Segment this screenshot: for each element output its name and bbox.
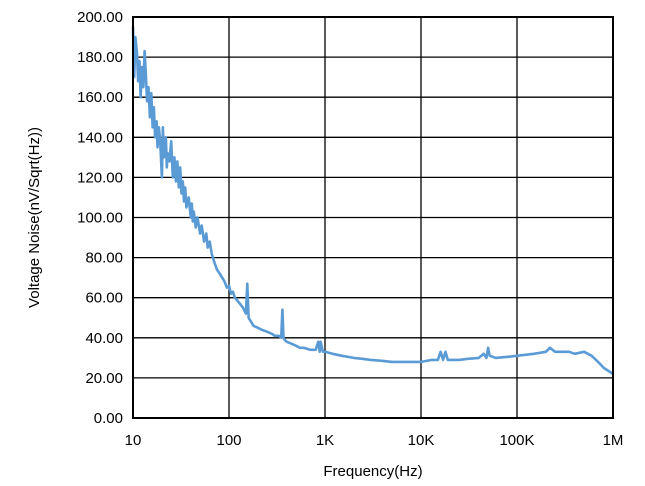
x-tick-label: 100K [499, 432, 534, 449]
x-axis-title: Frequency(Hz) [323, 463, 422, 480]
y-tick-label: 200.00 [77, 9, 123, 26]
y-tick-label: 160.00 [77, 89, 123, 106]
y-tick-label: 0.00 [94, 410, 123, 427]
x-tick-label: 1M [603, 432, 624, 449]
y-tick-label: 40.00 [85, 330, 123, 347]
y-tick-label: 140.00 [77, 129, 123, 146]
y-tick-label: 120.00 [77, 169, 123, 186]
x-tick-labels: 10 100 1K 10K 100K 1M [125, 432, 624, 449]
y-tick-label: 60.00 [85, 290, 123, 307]
y-tick-label: 100.00 [77, 210, 123, 227]
series-layer [131, 25, 615, 376]
y-axis-title: Voltage Noise(nV/Sqrt(Hz)) [26, 127, 43, 308]
x-tick-label: 10 [125, 432, 142, 449]
y-tick-label: 180.00 [77, 49, 123, 66]
y-tick-label: 80.00 [85, 250, 123, 267]
gridlines [132, 16, 614, 419]
y-tick-label: 20.00 [85, 370, 123, 387]
plot-frame [132, 16, 614, 419]
y-tick-labels: 0.00 20.00 40.00 60.00 80.00 100.00 120.00 140.… [77, 9, 123, 427]
x-tick-label: 10K [408, 432, 435, 449]
x-tick-label: 1K [316, 432, 334, 449]
x-tick-label: 100 [216, 432, 241, 449]
noise-series-line [131, 25, 615, 376]
